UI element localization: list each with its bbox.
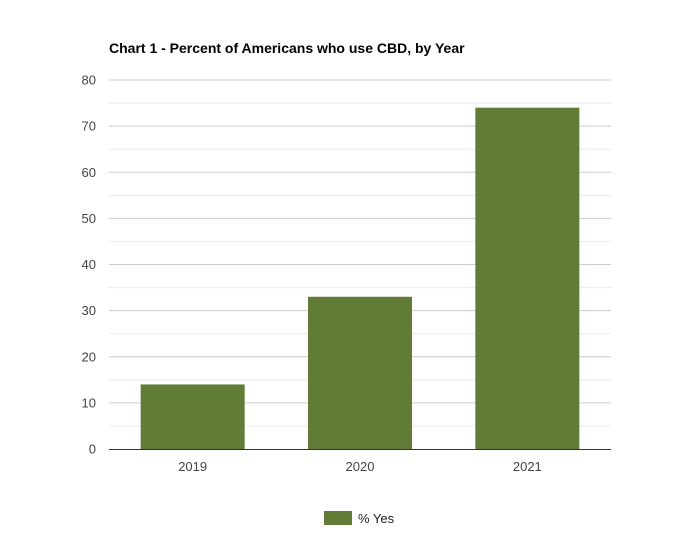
x-tick-label: 2019	[178, 459, 207, 474]
y-tick-label: 40	[82, 257, 96, 272]
legend[interactable]: % Yes	[324, 511, 395, 526]
y-tick-label: 60	[82, 165, 96, 180]
y-tick-label: 20	[82, 349, 96, 364]
y-tick-label: 70	[82, 119, 96, 134]
y-tick-label: 30	[82, 303, 96, 318]
x-tick-label: 2021	[513, 459, 542, 474]
y-tick-label: 0	[89, 442, 96, 457]
chart-title: Chart 1 - Percent of Americans who use C…	[109, 40, 465, 56]
bar-2019[interactable]	[140, 384, 245, 449]
y-tick-label: 10	[82, 395, 96, 410]
bar-2020[interactable]	[308, 296, 412, 449]
x-tick-label: 2020	[346, 459, 375, 474]
legend-label: % Yes	[358, 511, 395, 526]
bars	[140, 107, 580, 450]
legend-swatch	[324, 511, 352, 525]
x-axis-tick-labels: 2019 2020 2021	[178, 459, 542, 474]
y-tick-label: 50	[82, 211, 96, 226]
y-axis-tick-labels: 0 10 20 30 40 50 60 70 80	[82, 73, 96, 457]
y-tick-label: 80	[82, 73, 96, 88]
bar-2021[interactable]	[475, 107, 580, 450]
